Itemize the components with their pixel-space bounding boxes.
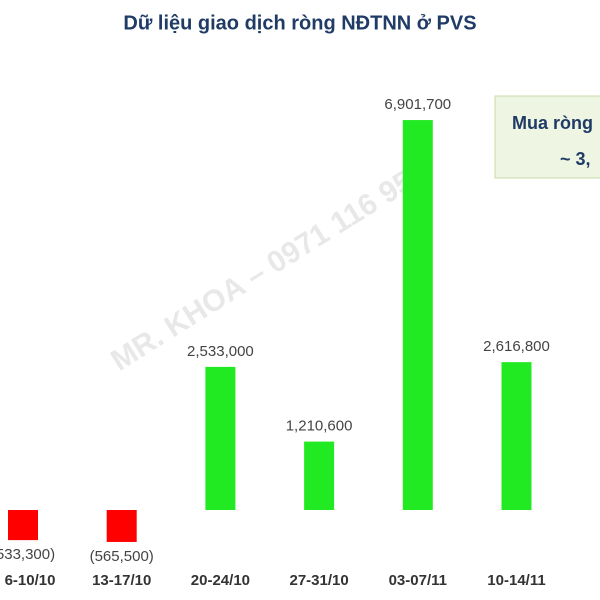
chart-title: Dữ liệu giao dịch ròng NĐTNN ở PVS (123, 12, 476, 34)
watermark: MR. KHOA – 0971 116 953 (105, 156, 433, 378)
bar (402, 120, 433, 510)
value-label: 2,533,000 (187, 343, 254, 360)
x-tick-label: 6-10/10 (5, 572, 56, 589)
bar (501, 362, 532, 510)
x-tick-label: 10-14/11 (487, 572, 545, 589)
x-tick-label: 27-31/10 (289, 572, 348, 589)
value-label: 2,616,800 (483, 338, 550, 355)
bar (106, 510, 137, 542)
value-label: 1,210,600 (286, 418, 353, 435)
annotation-box (494, 95, 600, 179)
bar (8, 510, 38, 541)
x-tick-label: 13-17/10 (92, 572, 151, 589)
x-tick-label: 20-24/10 (191, 572, 250, 589)
bar (304, 441, 335, 510)
annotation-text: ~ 3, (560, 149, 591, 169)
x-tick-label: 03-07/11 (389, 572, 447, 589)
value-label: (533,300) (0, 546, 55, 563)
annotation-text: Mua ròng (512, 113, 593, 133)
bar (205, 366, 236, 510)
value-label: 6,901,700 (384, 96, 451, 113)
value-label: (565,500) (90, 548, 154, 565)
